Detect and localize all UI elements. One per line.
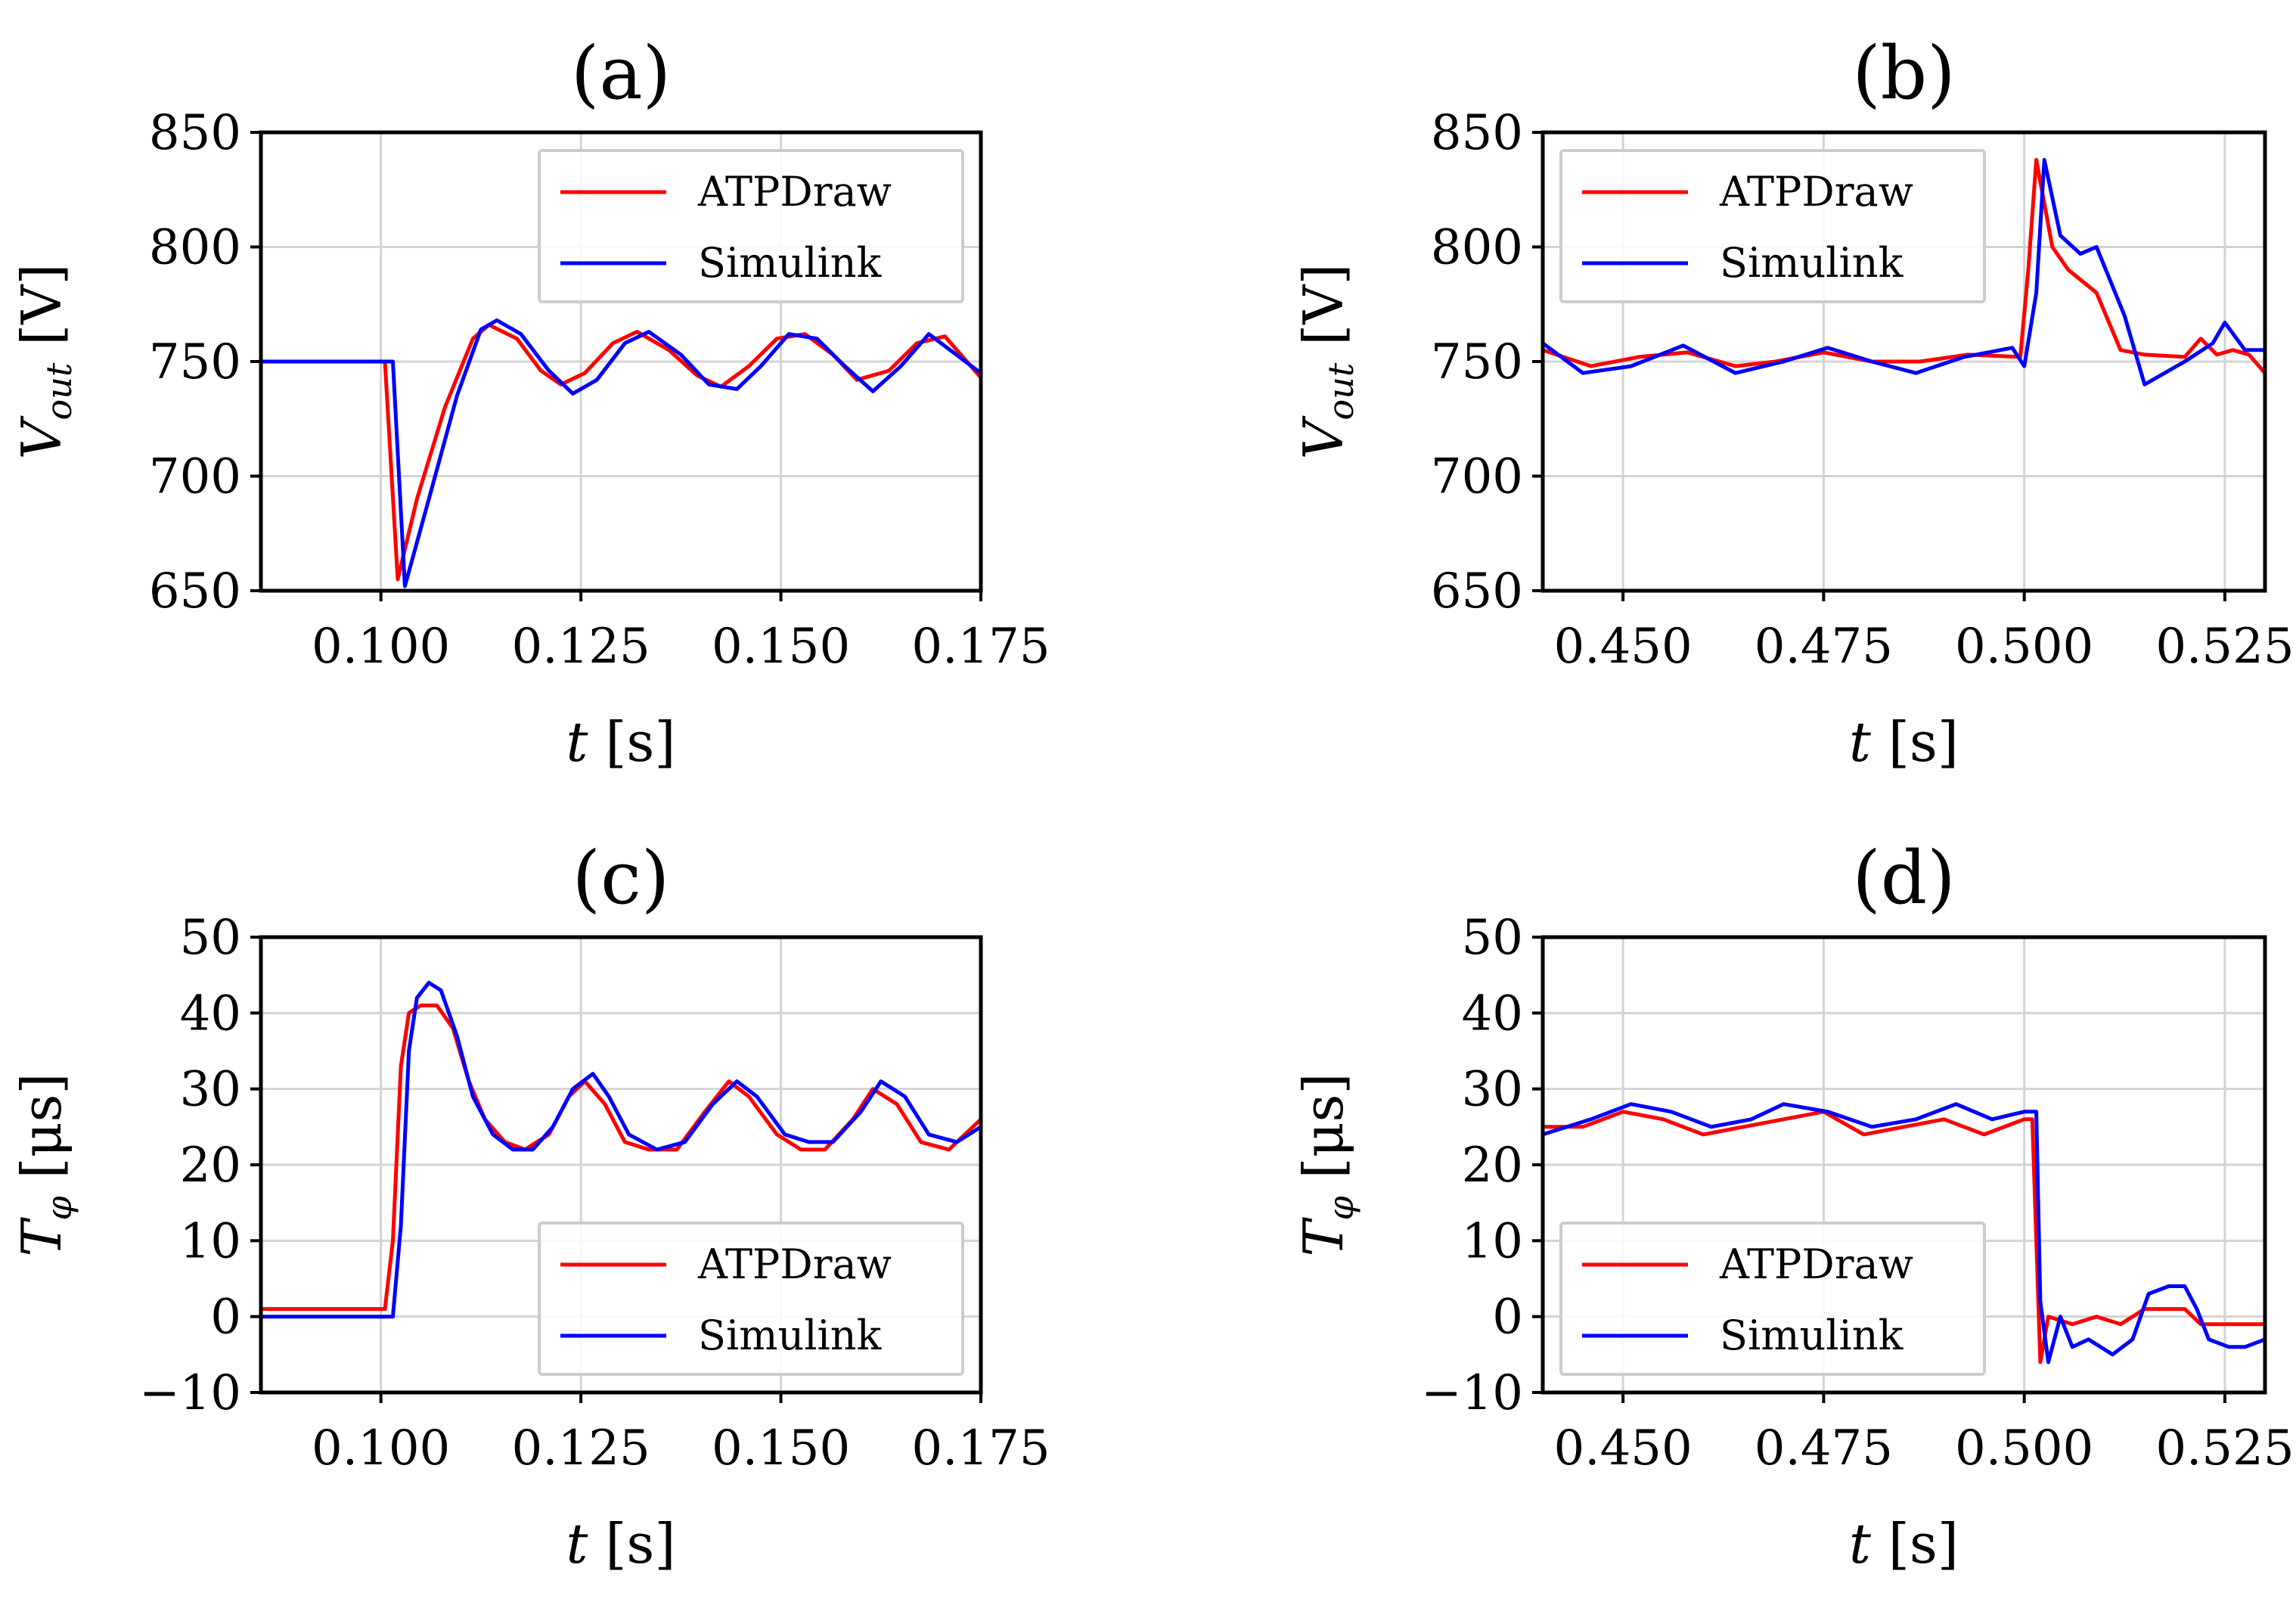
x-tick-label: 0.450 (1554, 1420, 1693, 1476)
x-tick-label: 0.100 (312, 1420, 450, 1476)
legend-label-atpdraw: ATPDraw (697, 168, 892, 216)
legend: ATPDraw Simulink (1559, 149, 1986, 303)
y-axis-unit: [μs] (1292, 1073, 1355, 1196)
y-axis-label: Vout [V] (10, 264, 79, 460)
x-axis-label: t [s] (1849, 710, 1959, 774)
y-axis-label: Tφ [μs] (10, 1073, 79, 1256)
y-axis-unit: [μs] (10, 1073, 73, 1196)
x-tick-label: 0.500 (1955, 1420, 2093, 1476)
y-tick-label: 650 (149, 563, 241, 619)
panel-title: (c) (572, 836, 670, 921)
y-axis-unit: [V] (10, 264, 73, 363)
y-tick-label: 750 (1431, 334, 1523, 390)
legend-label-simulink: Simulink (1720, 1312, 1904, 1359)
y-tick-label: 30 (180, 1062, 241, 1118)
legend: ATPDraw Simulink (538, 1222, 964, 1376)
legend-label-atpdraw: ATPDraw (1719, 1240, 1913, 1288)
panel-c: 0.100 0.125 0.150 0.175 −10 0 10 20 30 40 50 (c) t [… (10, 836, 1050, 1576)
y-axis-sub: φ (1320, 1196, 1361, 1221)
y-tick-label: 800 (1431, 220, 1523, 276)
y-tick-label: 700 (149, 449, 241, 505)
y-tick-label: 850 (149, 105, 241, 161)
x-axis-var: t (566, 710, 589, 774)
y-tick-label: 50 (180, 910, 241, 966)
panel-b: 0.450 0.475 0.500 0.525 650 700 750 800 850 (b) t … (1292, 31, 2294, 774)
series-line-atpdraw (1543, 157, 2265, 374)
panel-title: (d) (1852, 836, 1955, 921)
x-axis-var: t (1849, 1512, 1872, 1576)
y-tick-label: 0 (210, 1290, 241, 1346)
x-axis-unit: [s] (588, 1512, 675, 1576)
x-tick-label: 0.450 (1554, 619, 1693, 675)
legend-label-simulink: Simulink (698, 1312, 883, 1359)
y-tick-label: 40 (1462, 986, 1523, 1042)
panel-title: (b) (1852, 31, 1955, 116)
y-axis-sub: φ (39, 1196, 79, 1221)
legend: ATPDraw Simulink (538, 149, 964, 303)
y-axis-label: Vout [V] (1292, 264, 1361, 460)
series-line-simulink (261, 980, 981, 1319)
series-line-simulink (1543, 157, 2265, 387)
y-tick-label: 40 (180, 986, 241, 1042)
x-axis-unit: [s] (588, 710, 675, 774)
x-axis-unit: [s] (1871, 710, 1959, 774)
y-axis-unit: [V] (1292, 264, 1355, 363)
y-axis-var: T (1292, 1217, 1355, 1257)
y-tick-label: 50 (1462, 910, 1523, 966)
y-tick-label: 700 (1431, 449, 1523, 505)
x-tick-label: 0.125 (512, 1420, 650, 1476)
x-tick-label: 0.500 (1955, 619, 2093, 675)
x-tick-label: 0.475 (1755, 619, 1893, 675)
x-tick-label: 0.150 (712, 619, 850, 675)
series-line-atpdraw (261, 323, 981, 582)
x-axis-label: t [s] (1849, 1512, 1959, 1576)
x-tick-label: 0.125 (512, 619, 650, 675)
y-axis-var: V (10, 414, 73, 459)
x-axis-label: t [s] (566, 1512, 676, 1576)
x-tick-label: 0.175 (911, 619, 1050, 675)
x-tick-label: 0.175 (911, 1420, 1050, 1476)
y-axis-var: V (1292, 414, 1355, 459)
x-tick-label: 0.475 (1755, 1420, 1893, 1476)
y-tick-label: 10 (1462, 1213, 1523, 1269)
legend: ATPDraw Simulink (1559, 1222, 1986, 1376)
y-tick-label: −10 (139, 1365, 241, 1421)
y-tick-label: 10 (180, 1213, 241, 1269)
legend-label-simulink: Simulink (1720, 239, 1904, 287)
y-axis-label: Tφ [μs] (1292, 1073, 1361, 1256)
series-line-simulink (1543, 1102, 2265, 1364)
x-axis-label: t [s] (566, 710, 676, 774)
x-tick-label: 0.150 (712, 1420, 850, 1476)
y-tick-label: 850 (1431, 105, 1523, 161)
legend-label-atpdraw: ATPDraw (697, 1240, 892, 1288)
y-axis-sub: out (1320, 362, 1361, 420)
panel-a: 0.100 0.125 0.150 0.175 650 700 750 800 850 (a) t … (10, 31, 1050, 774)
y-tick-label: 30 (1462, 1062, 1523, 1118)
series-line-simulink (261, 318, 981, 588)
y-tick-label: 650 (1431, 563, 1523, 619)
y-tick-label: 20 (1462, 1138, 1523, 1194)
x-axis-var: t (1849, 710, 1872, 774)
x-axis-unit: [s] (1871, 1512, 1959, 1576)
y-tick-label: 750 (149, 334, 241, 390)
x-tick-label: 0.525 (2155, 619, 2294, 675)
x-axis-var: t (566, 1512, 589, 1576)
y-axis-sub: out (39, 362, 79, 420)
panel-title: (a) (571, 31, 671, 116)
legend-label-atpdraw: ATPDraw (1719, 168, 1913, 216)
y-tick-label: 800 (149, 220, 241, 276)
y-tick-label: 20 (180, 1138, 241, 1194)
panel-d: 0.450 0.475 0.500 0.525 −10 0 10 20 30 40 50 (d) t [… (1292, 836, 2294, 1576)
y-tick-label: 0 (1492, 1290, 1523, 1346)
x-tick-label: 0.525 (2155, 1420, 2294, 1476)
y-axis-var: T (10, 1217, 73, 1257)
legend-label-simulink: Simulink (698, 239, 883, 287)
x-tick-label: 0.100 (312, 619, 450, 675)
y-tick-label: −10 (1421, 1365, 1523, 1421)
